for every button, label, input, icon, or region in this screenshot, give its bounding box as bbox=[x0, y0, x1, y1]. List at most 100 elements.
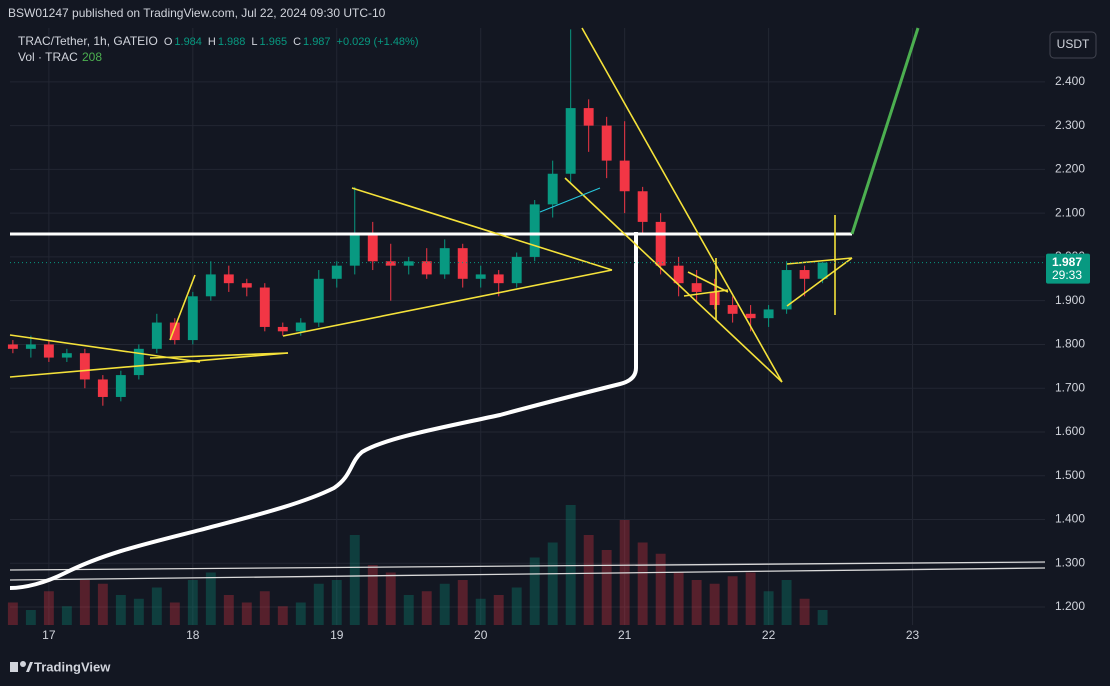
candle-body bbox=[403, 261, 414, 266]
volume-bar bbox=[79, 580, 90, 625]
volume-bar bbox=[691, 580, 702, 625]
volume-bar bbox=[331, 580, 342, 625]
candle-body bbox=[259, 287, 270, 327]
volume-bar bbox=[655, 553, 666, 625]
candle-body bbox=[187, 296, 198, 341]
trend-line bbox=[169, 274, 196, 341]
volume-bar bbox=[763, 591, 774, 625]
volume-bar bbox=[205, 572, 216, 625]
volume-bar bbox=[457, 580, 468, 625]
candle-body bbox=[61, 353, 72, 358]
candle-body bbox=[601, 125, 612, 161]
candle-body bbox=[25, 344, 36, 349]
price-tag-label: 1.987 bbox=[1052, 255, 1082, 269]
candle-body bbox=[511, 256, 522, 284]
candle-body bbox=[781, 270, 792, 310]
x-tick-label: 18 bbox=[186, 628, 200, 642]
volume-bar bbox=[439, 583, 450, 625]
volume-bar bbox=[25, 610, 36, 625]
candle-body bbox=[619, 160, 630, 192]
brand: TradingView bbox=[34, 659, 111, 674]
price-tag bbox=[1046, 253, 1090, 284]
volume-bar bbox=[43, 591, 54, 625]
trend-line bbox=[581, 27, 783, 383]
ohlc-item: 1.984 bbox=[174, 36, 202, 48]
y-tick-label: 1.300 bbox=[1055, 555, 1085, 569]
volume-bar bbox=[511, 587, 522, 625]
volume-bar bbox=[493, 595, 504, 625]
currency-button[interactable] bbox=[1049, 31, 1097, 59]
volume-bar bbox=[673, 572, 684, 625]
ohlc-item: 1.965 bbox=[260, 36, 288, 48]
volume-bar bbox=[781, 580, 792, 625]
volume-layer bbox=[7, 505, 828, 625]
candle-body bbox=[367, 235, 378, 262]
trend-line bbox=[9, 561, 1046, 571]
candle-body bbox=[727, 305, 738, 314]
volume-bar bbox=[709, 583, 720, 625]
candle-body bbox=[547, 173, 558, 205]
volume-bar bbox=[817, 610, 828, 625]
volume-bar bbox=[7, 602, 18, 625]
trend-line bbox=[564, 177, 783, 383]
volume-bar bbox=[475, 598, 486, 625]
candle-body bbox=[691, 283, 702, 292]
volume-profile-curve bbox=[9, 232, 638, 590]
y-tick-label: 1.700 bbox=[1055, 380, 1085, 394]
candle-body bbox=[241, 283, 252, 288]
y-tick-label: 2.400 bbox=[1055, 74, 1085, 88]
candle-body bbox=[7, 344, 18, 349]
candle-body bbox=[799, 270, 810, 279]
currency[interactable]: USDT bbox=[1057, 37, 1090, 51]
x-tick-label: 23 bbox=[906, 628, 920, 642]
ohlc-item: L bbox=[251, 36, 257, 48]
candle-body bbox=[655, 221, 666, 266]
symbol: TRAC/Tether, 1h, GATEIO bbox=[18, 34, 158, 48]
candle-body bbox=[457, 248, 468, 279]
volume-bar bbox=[421, 591, 432, 625]
candle-body bbox=[349, 235, 360, 266]
volume-bar bbox=[277, 606, 288, 625]
y-tick-label: 1.900 bbox=[1055, 293, 1085, 307]
volume-label: Vol · TRAC bbox=[18, 50, 78, 64]
candle-body bbox=[421, 261, 432, 275]
candle-body bbox=[709, 291, 720, 306]
y-tick-label: 1.400 bbox=[1055, 512, 1085, 526]
candle-body bbox=[295, 322, 306, 332]
y-tick-label: 2.200 bbox=[1055, 162, 1085, 176]
y-tick-label: 2.300 bbox=[1055, 118, 1085, 132]
ohlc-item: H bbox=[208, 36, 216, 48]
volume-bar bbox=[583, 535, 594, 625]
candle-body bbox=[133, 348, 144, 376]
candle-body bbox=[493, 274, 504, 284]
ohlc-item: O bbox=[164, 36, 173, 48]
y-tick-label: 2.100 bbox=[1055, 205, 1085, 219]
y-tick-label: 1.200 bbox=[1055, 599, 1085, 613]
candle-body bbox=[475, 274, 486, 279]
brand-logo bbox=[10, 661, 33, 672]
candle-body bbox=[313, 278, 324, 323]
volume-bar bbox=[385, 572, 396, 625]
candle-body bbox=[151, 322, 162, 349]
ohlc-item: +0.029 (+1.48%) bbox=[337, 36, 419, 48]
volume-bar bbox=[313, 583, 324, 625]
candle-body bbox=[565, 108, 576, 174]
candle-body bbox=[763, 309, 774, 319]
x-tick-label: 22 bbox=[762, 628, 776, 642]
volume-bar bbox=[529, 557, 540, 625]
volume-bar bbox=[637, 542, 648, 625]
y-tick-label: 1.800 bbox=[1055, 337, 1085, 351]
x-tick-label: 19 bbox=[330, 628, 344, 642]
volume-bar bbox=[745, 572, 756, 625]
volume-bar bbox=[349, 535, 360, 625]
trend-line bbox=[351, 187, 613, 271]
trend-line bbox=[786, 257, 853, 307]
y-tick-label: 1.600 bbox=[1055, 424, 1085, 438]
trend-line bbox=[687, 271, 729, 293]
volume-bar bbox=[259, 591, 270, 625]
volume-bar bbox=[367, 565, 378, 625]
volume-bar bbox=[151, 587, 162, 625]
volume-bar bbox=[727, 576, 738, 625]
